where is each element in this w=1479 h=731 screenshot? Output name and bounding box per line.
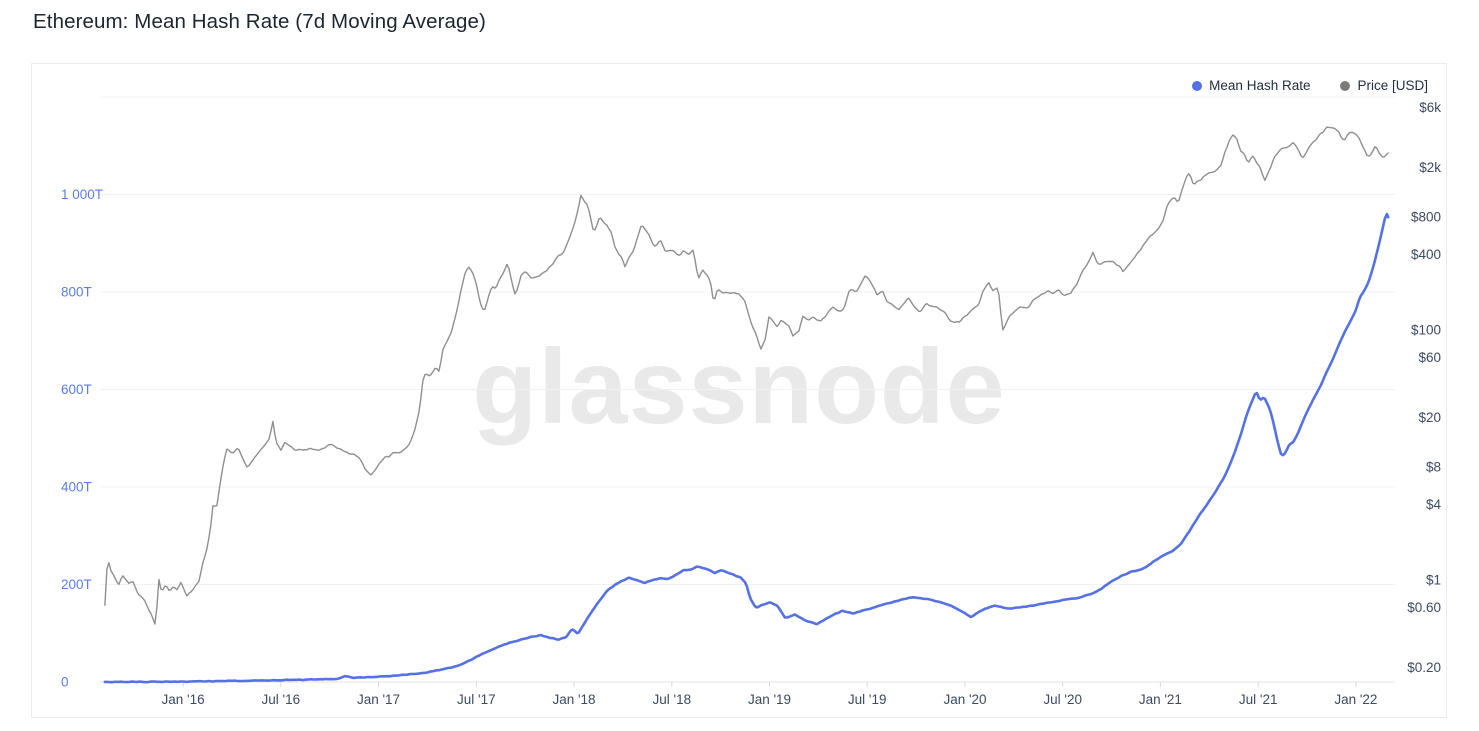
- x-axis-label: Jul '19: [848, 692, 887, 707]
- y-right-axis-label: $1: [1426, 573, 1441, 588]
- x-axis-label: Jul '18: [652, 692, 691, 707]
- legend-label: Price [USD]: [1357, 78, 1428, 93]
- y-left-axis-label: 800T: [61, 285, 92, 300]
- mean-hash-rate-dot-icon: [1192, 80, 1203, 91]
- legend-item-price-usd[interactable]: Price [USD]: [1340, 78, 1428, 93]
- y-left-axis-label: 600T: [61, 382, 92, 397]
- price-usd--line[interactable]: [104, 126, 1389, 625]
- y-left-axis-label: 0: [61, 675, 69, 690]
- x-axis-label: Jan '17: [357, 692, 400, 707]
- x-axis-label: Jul '20: [1043, 692, 1082, 707]
- y-right-axis-label: $60: [1418, 350, 1441, 365]
- x-axis-label: Jan '19: [748, 692, 791, 707]
- y-right-axis-label: $0.60: [1407, 600, 1441, 615]
- mean-hash-rate-line[interactable]: [103, 212, 1390, 684]
- x-axis-label: Jul '17: [457, 692, 496, 707]
- y-right-axis-label: $20: [1418, 410, 1441, 425]
- x-axis-label: Jul '16: [261, 692, 300, 707]
- y-right-axis-label: $8: [1426, 460, 1441, 475]
- legend-label: Mean Hash Rate: [1209, 78, 1311, 93]
- y-right-axis-label: $6k: [1419, 100, 1441, 115]
- y-left-axis-label: 200T: [61, 577, 92, 592]
- y-right-axis-label: $4: [1426, 497, 1442, 512]
- x-axis-label: Jan '18: [552, 692, 595, 707]
- page-title: Ethereum: Mean Hash Rate (7d Moving Aver…: [33, 10, 486, 33]
- y-right-axis-label: $800: [1411, 210, 1441, 225]
- y-right-axis-label: $100: [1411, 323, 1441, 338]
- x-axis-label: Jan '21: [1139, 692, 1182, 707]
- x-axis-label: Jul '21: [1239, 692, 1278, 707]
- y-right-axis-label: $400: [1411, 247, 1441, 262]
- y-right-axis-label: $0.20: [1407, 660, 1441, 675]
- glassnode-watermark: glassnode: [472, 328, 1006, 446]
- legend-item-mean-hash-rate[interactable]: Mean Hash Rate: [1192, 78, 1310, 93]
- x-axis-label: Jan '16: [162, 692, 205, 707]
- y-left-axis-label: 400T: [61, 480, 92, 495]
- y-left-axis-label: 1 000T: [61, 187, 103, 202]
- x-axis-label: Jan '20: [943, 692, 986, 707]
- y-right-axis-label: $2k: [1419, 160, 1441, 175]
- chart-legend: Mean Hash Rate Price [USD]: [1192, 78, 1428, 93]
- price-usd-dot-icon: [1340, 80, 1351, 91]
- x-axis-label: Jan '22: [1334, 692, 1377, 707]
